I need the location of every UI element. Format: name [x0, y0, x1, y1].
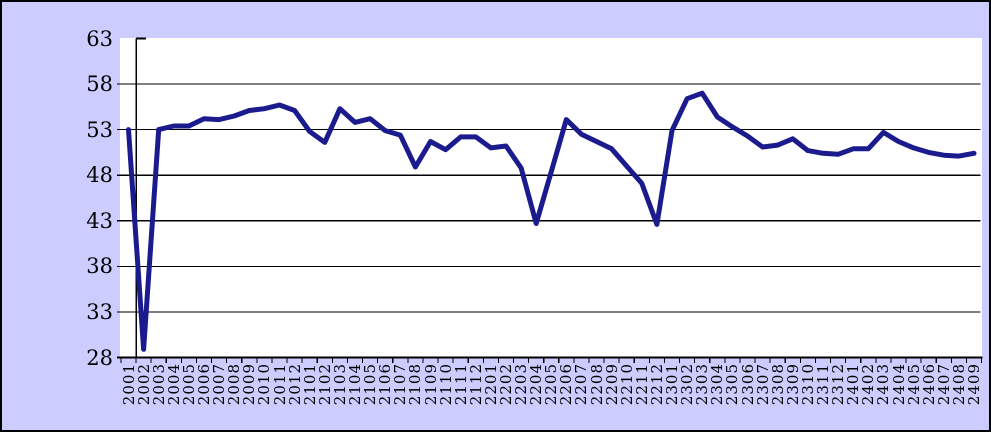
x-axis-label: 2103: [330, 363, 349, 406]
x-axis-label: 2111: [451, 363, 470, 406]
x-axis-label: 2105: [361, 363, 380, 406]
x-axis-label: 2311: [814, 363, 832, 406]
x-axis-label: 2104: [346, 363, 364, 406]
x-axis-label: 2006: [195, 363, 213, 406]
x-axis-label: 2102: [315, 363, 334, 406]
x-axis-label: 2011: [270, 363, 289, 406]
x-axis-label: 2002: [134, 363, 153, 406]
x-axis-label: 2209: [602, 363, 621, 406]
x-axis-label: 2305: [723, 363, 742, 406]
x-axis-label: 2001: [119, 363, 138, 406]
y-axis-label: 63: [86, 26, 113, 51]
x-axis-label: 2404: [889, 363, 908, 406]
x-axis-label: 2308: [768, 363, 787, 406]
x-axis-label: 2201: [481, 363, 500, 406]
x-axis-label: 2212: [647, 363, 666, 406]
x-axis-label: 2108: [406, 363, 425, 406]
x-axis-label: 2405: [904, 363, 923, 406]
y-axis-label: 38: [86, 254, 113, 279]
x-axis-label: 2208: [587, 363, 606, 406]
y-axis-label: 48: [86, 163, 113, 188]
x-axis-label: 2004: [164, 363, 183, 406]
x-axis-label: 2301: [663, 363, 681, 406]
y-axis-label: 28: [86, 345, 113, 370]
x-axis-label: 2310: [798, 363, 817, 406]
x-axis-label: 2307: [753, 363, 772, 406]
y-axis-label: 43: [86, 208, 113, 233]
x-axis-label: 2110: [436, 363, 455, 406]
x-axis-label: 2309: [783, 363, 802, 406]
x-axis-label: 2109: [421, 363, 440, 406]
x-axis-label: 2005: [179, 363, 198, 406]
x-axis-label: 2406: [919, 363, 938, 406]
x-axis-label: 2211: [632, 363, 651, 406]
x-axis-label: 2012: [285, 363, 304, 406]
x-axis-label: 2202: [497, 363, 515, 406]
y-axis-label: 33: [86, 299, 113, 324]
x-axis-label: 2409: [965, 363, 983, 406]
x-axis-label: 2407: [934, 363, 953, 406]
pmi-series-line: [126, 90, 977, 352]
x-axis-label: 2203: [512, 363, 531, 406]
x-axis-label: 2408: [949, 363, 968, 406]
x-axis-label: 2210: [617, 363, 636, 406]
x-axis-label: 2003: [149, 363, 168, 406]
x-axis-label: 2101: [300, 363, 319, 406]
x-axis-label: 2010: [255, 363, 274, 406]
plot-area: [119, 38, 982, 358]
y-axis-label: 53: [86, 117, 113, 142]
x-axis-label: 2207: [572, 363, 591, 406]
x-axis-label: 2312: [829, 363, 848, 406]
x-axis-label: 2112: [466, 363, 485, 406]
x-axis-label: 2306: [738, 363, 757, 406]
y-axis-label: 58: [86, 72, 113, 97]
x-axis-label: 2007: [210, 363, 229, 406]
x-axis-label: 2403: [874, 363, 893, 406]
x-axis-label: 2302: [678, 363, 697, 406]
